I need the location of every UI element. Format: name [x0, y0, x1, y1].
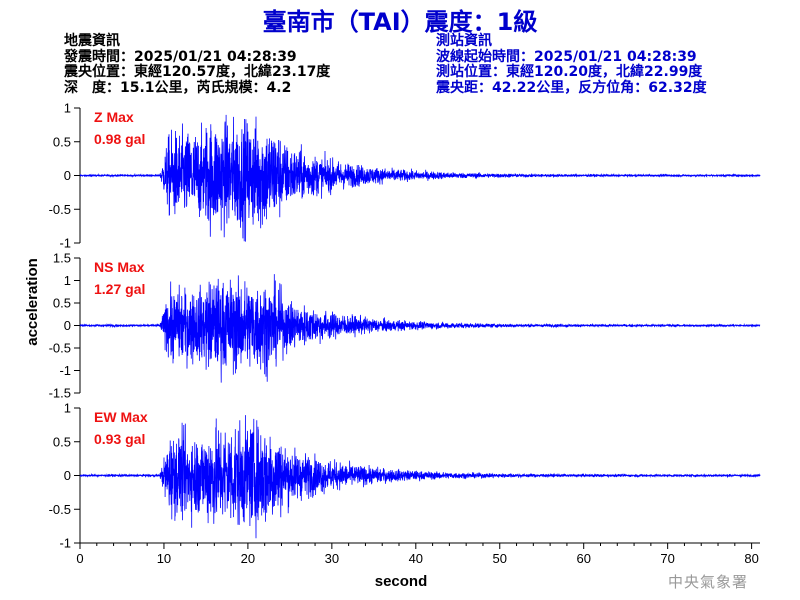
x-tick-label: 50	[493, 551, 507, 566]
waveform-trace-Z	[79, 114, 761, 242]
x-axis-title: second	[375, 573, 428, 590]
x-tick-label: 0	[76, 551, 83, 566]
y-tick-label-EW: 0.5	[53, 434, 71, 449]
waveform-trace-NS	[79, 274, 761, 383]
x-tick-label: 20	[241, 551, 255, 566]
x-tick-label: 80	[744, 551, 758, 566]
depth-magnitude: 深 度：15.1公里，芮氏規模：4.2	[64, 79, 292, 96]
y-tick-label-NS: -1	[59, 363, 71, 378]
y-tick-label-EW: -1	[59, 536, 71, 551]
x-tick-label: 30	[325, 551, 339, 566]
max-value-EW: 0.93 gal	[94, 431, 145, 447]
wave-onset-time: 波線起始時間：2025/01/21 04:28:39	[436, 48, 697, 65]
max-value-Z: 0.98 gal	[94, 131, 145, 147]
y-tick-label-NS: 1.5	[53, 251, 71, 266]
y-tick-label-Z: 0	[64, 168, 71, 183]
x-tick-label: 70	[660, 551, 674, 566]
y-tick-label-Z: 1	[64, 101, 71, 116]
y-tick-label-NS: 1	[64, 273, 71, 288]
max-label-EW: EW Max	[94, 409, 148, 425]
x-tick-label: 10	[157, 551, 171, 566]
y-tick-label-Z: 0.5	[53, 134, 71, 149]
earthquake-info-heading: 地震資訊	[64, 33, 120, 49]
station-info-heading: 測站資訊	[436, 33, 492, 49]
y-tick-label-NS: -0.5	[49, 341, 71, 356]
y-tick-label-NS: 0	[64, 318, 71, 333]
agency-credit: 中央氣象署	[667, 573, 748, 591]
epicenter-location: 震央位置：東經120.57度，北緯23.17度	[64, 64, 331, 80]
x-tick-label: 40	[409, 551, 423, 566]
y-tick-label-EW: -0.5	[49, 502, 71, 517]
max-value-NS: 1.27 gal	[94, 281, 145, 297]
y-tick-label-Z: -1	[59, 236, 71, 251]
y-tick-label-EW: 1	[64, 401, 71, 416]
waveform-trace-EW	[79, 415, 761, 539]
max-label-NS: NS Max	[94, 259, 145, 275]
station-location: 測站位置：東經120.20度，北緯22.99度	[436, 64, 703, 80]
page-title: 臺南市（TAI）震度：1級	[262, 8, 538, 36]
x-tick-label: 60	[576, 551, 590, 566]
y-tick-label-EW: 0	[64, 468, 71, 483]
y-tick-label-NS: -1.5	[49, 386, 71, 401]
station-info: 測站資訊 波線起始時間：2025/01/21 04:28:39 測站位置：東經1…	[436, 33, 707, 96]
origin-time: 發震時間：2025/01/21 04:28:39	[64, 48, 297, 65]
max-label-Z: Z Max	[94, 109, 134, 125]
y-tick-label-NS: 0.5	[53, 296, 71, 311]
y-axis-title: acceleration	[24, 258, 41, 346]
earthquake-info: 地震資訊 發震時間：2025/01/21 04:28:39 震央位置：東經120…	[64, 33, 331, 96]
y-tick-label-Z: -0.5	[49, 202, 71, 217]
epicentral-distance: 震央距：42.22公里，反方位角：62.32度	[436, 79, 707, 96]
